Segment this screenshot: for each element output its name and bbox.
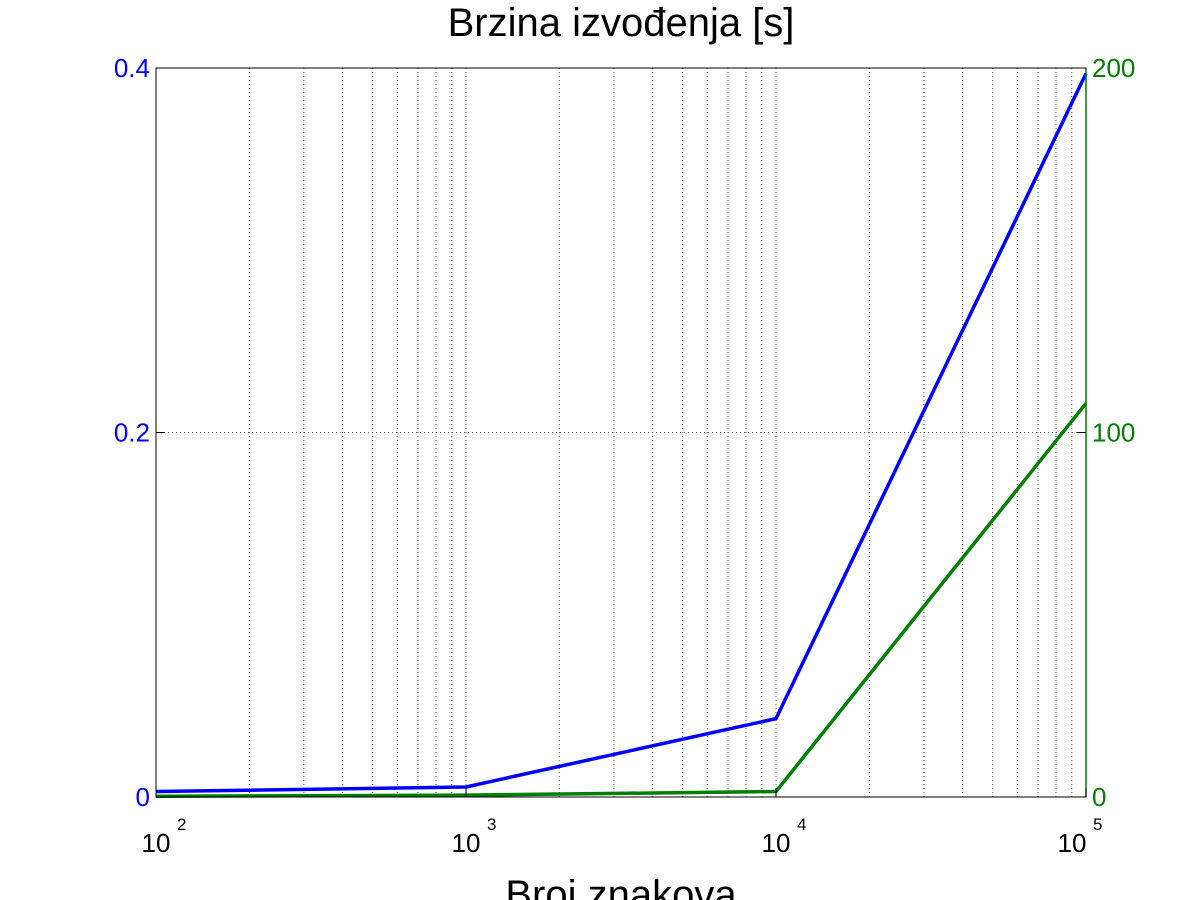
grid-lines (156, 68, 1086, 797)
x-tick-label: 10 (762, 828, 791, 858)
x-axis-label: Broj znakova (505, 873, 737, 900)
right-tick-label: 100 (1092, 418, 1135, 448)
series-layer (155, 72, 1088, 799)
x-tick-exponent: 4 (797, 815, 806, 834)
x-tick-label: 10 (142, 828, 171, 858)
x-tick-label: 10 (452, 828, 481, 858)
left-y-axis: 0 0.2 0.4 (114, 53, 165, 812)
left-tick-label: 0.4 (114, 53, 150, 83)
x-tick-exponent: 5 (1093, 815, 1102, 834)
series-line-right-axis (155, 402, 1088, 799)
x-tick-label: 10 (1058, 828, 1087, 858)
x-axis: 10 2 10 3 10 4 10 5 (142, 788, 1102, 858)
series-line-left-axis (155, 72, 1088, 794)
x-tick-exponent: 3 (487, 815, 496, 834)
left-tick-label: 0.2 (114, 418, 150, 448)
x-tick-exponent: 2 (177, 815, 186, 834)
right-tick-label: 0 (1092, 782, 1106, 812)
right-tick-label: 200 (1092, 53, 1135, 83)
left-tick-label: 0 (136, 782, 150, 812)
right-y-axis: 0 100 200 (1077, 53, 1135, 812)
chart-title: Brzina izvođenja [s] (448, 1, 795, 45)
